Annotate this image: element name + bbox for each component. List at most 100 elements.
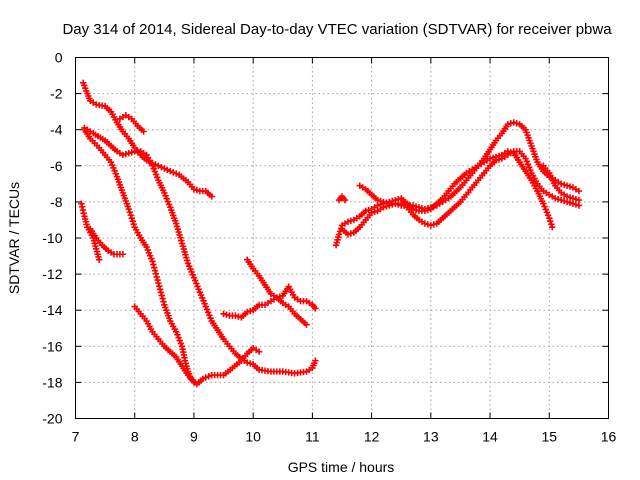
data-point	[344, 231, 352, 238]
y-tick-labels: 0 -2 -4 -6 -8 -10 -12 -14 -16 -18 -20	[42, 50, 62, 427]
data-point	[244, 308, 251, 316]
data-point	[495, 156, 503, 163]
data-point	[347, 230, 355, 237]
x-tick-labels: 7 8 9 10 11 12 13 14 15 16	[72, 429, 617, 445]
x-tick-label: 9	[190, 429, 198, 445]
data-point	[344, 218, 352, 225]
data-point	[223, 311, 230, 318]
data-point	[546, 214, 553, 222]
series-trace-g	[131, 303, 198, 386]
data-point	[247, 307, 254, 315]
data-point	[205, 373, 212, 380]
data-point	[127, 211, 134, 219]
data-point	[156, 283, 163, 290]
data-point	[170, 169, 177, 176]
data-point	[424, 221, 432, 228]
data-point	[130, 220, 137, 228]
data-point	[510, 119, 517, 126]
data-point	[575, 187, 583, 195]
x-tick-label: 8	[131, 429, 139, 445]
data-point	[235, 313, 242, 320]
data-point	[486, 155, 494, 162]
y-tick-label: -12	[42, 266, 62, 282]
data-point	[572, 201, 580, 208]
data-point	[119, 251, 127, 258]
data-point	[154, 276, 161, 284]
data-point	[557, 180, 565, 188]
data-point	[160, 298, 167, 305]
data-point	[122, 150, 130, 158]
data-point	[549, 223, 556, 231]
data-point	[362, 207, 369, 215]
data-point	[566, 194, 574, 201]
series-trace-f	[116, 112, 147, 135]
data-point	[247, 360, 254, 367]
data-point	[149, 258, 156, 265]
y-axis-label: SDTVAR / TECUs	[6, 182, 22, 294]
data-point	[418, 205, 426, 212]
data-point	[421, 205, 429, 213]
data-point	[427, 204, 435, 211]
data-point	[427, 222, 435, 229]
data-point	[128, 214, 135, 222]
data-point	[575, 202, 583, 209]
data-point	[380, 204, 387, 211]
data-point	[347, 217, 355, 225]
data-point	[368, 209, 375, 216]
data-point	[156, 286, 164, 293]
series-trace-j	[332, 148, 556, 249]
data-point	[255, 348, 263, 355]
data-point	[119, 151, 127, 159]
data-point	[193, 186, 201, 194]
data-point	[492, 157, 500, 164]
y-tick-label: -2	[50, 86, 63, 102]
data-point	[504, 121, 512, 128]
data-point	[563, 182, 571, 189]
data-point	[421, 220, 429, 227]
series-trace-b	[81, 126, 263, 388]
data-point	[569, 195, 577, 202]
data-point	[244, 359, 251, 366]
data-point	[151, 267, 159, 274]
data-point	[140, 128, 147, 135]
series-trace-i	[244, 256, 310, 328]
data-point	[409, 202, 417, 209]
data-point	[557, 196, 565, 204]
x-tick-label: 12	[364, 429, 380, 445]
y-tick-label: -14	[42, 302, 62, 318]
series-trace-n	[335, 193, 349, 204]
data-point	[202, 374, 209, 381]
y-tick-label: -8	[50, 194, 63, 210]
data-point	[220, 310, 227, 318]
data-point	[566, 183, 574, 190]
data-point	[374, 196, 381, 204]
y-tick-label: 0	[55, 50, 63, 66]
data-point	[563, 193, 571, 200]
data-point	[380, 198, 387, 206]
data-point	[159, 295, 166, 302]
data-point	[232, 312, 239, 319]
data-point	[341, 196, 349, 204]
y-tick-label: -20	[42, 411, 62, 427]
data-point	[190, 379, 198, 386]
data-point	[383, 199, 390, 207]
data-point	[167, 168, 174, 175]
data-point	[572, 195, 580, 203]
data-point	[507, 120, 514, 127]
data-point	[395, 201, 402, 208]
data-point	[125, 205, 132, 213]
data-point	[374, 202, 381, 209]
series-trace-m	[540, 162, 583, 204]
data-point	[430, 203, 437, 210]
data-point	[158, 292, 165, 299]
data-point	[153, 273, 160, 281]
y-tick-label: -18	[42, 374, 62, 390]
data-point	[152, 270, 160, 278]
data-point	[424, 205, 432, 212]
data-point	[547, 217, 554, 225]
data-point	[392, 200, 399, 207]
data-point	[126, 208, 133, 216]
data-point	[129, 217, 136, 225]
data-point	[371, 208, 378, 216]
data-point	[335, 231, 343, 238]
